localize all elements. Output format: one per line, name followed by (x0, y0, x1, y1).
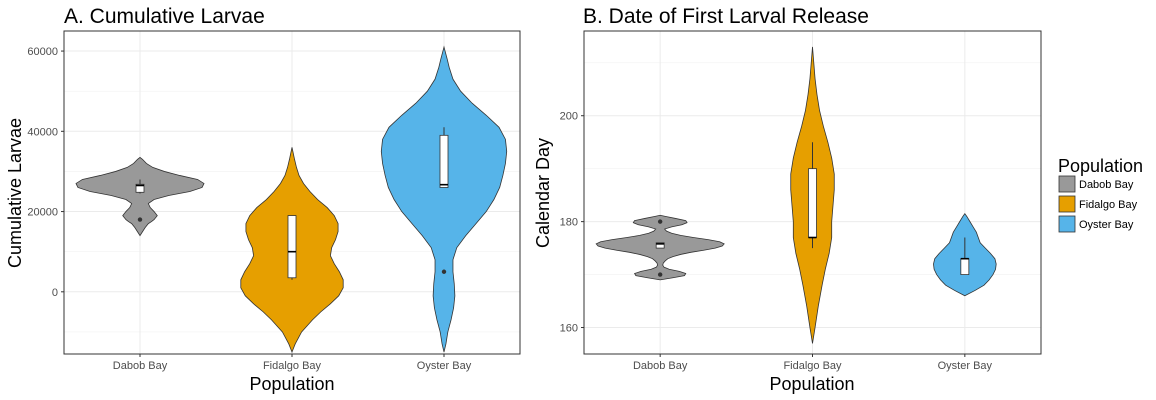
legend-key-fidalgo-bay (1058, 195, 1076, 213)
legend-label: Dabob Bay (1079, 179, 1134, 191)
box-oyster-bay (960, 258, 970, 275)
legend-title: Population (1058, 156, 1143, 176)
x-tick-label: Dabob Bay (633, 360, 688, 372)
y-tick-label: 40000 (27, 126, 58, 138)
y-tick-label: 20000 (27, 207, 58, 219)
y-tick-label: 200 (560, 111, 578, 123)
y-axis-title: Calendar Day (533, 138, 553, 248)
box-fidalgo-bay (808, 168, 817, 238)
x-tick-label: Oyster Bay (938, 360, 993, 372)
outlier-point (137, 217, 143, 222)
panel-first-release: B. Date of First Larval Release Calendar… (533, 5, 1042, 394)
legend: Population Dabob Bay Fidalgo Bay Oyster Ba… (1058, 156, 1143, 233)
y-axis-title: Cumulative Larvae (5, 118, 25, 268)
panel-border (583, 30, 1042, 355)
chart-title: B. Date of First Larval Release (583, 5, 869, 28)
outlier-point (441, 269, 447, 274)
x-tick-label: Oyster Bay (417, 360, 472, 372)
violin-dabob-bay (75, 156, 205, 237)
violin-oyster-bay (380, 45, 508, 353)
x-tick-label: Dabob Bay (113, 360, 168, 372)
box-dabob-bay (655, 242, 665, 249)
x-axis-title: Population (769, 374, 854, 394)
box-dabob-bay (135, 183, 145, 193)
x-tick-label: Fidalgo Bay (263, 360, 322, 372)
plot-area: 0 20000 40000 60000 Dabob Bay Fidalgo Bay Oyst… (27, 30, 521, 372)
outlier-point (657, 272, 663, 277)
legend-label: Oyster Bay (1079, 219, 1134, 231)
x-axis-title: Population (249, 374, 334, 394)
y-tick-label: 0 (52, 287, 58, 299)
legend-key-dabob-bay (1058, 175, 1076, 193)
y-tick-label: 180 (560, 217, 578, 229)
x-tick-label: Fidalgo Bay (783, 360, 842, 372)
plot-area: 160 180 200 Dabob Bay Fidalgo Bay Oyster Bay (560, 30, 1042, 372)
box-fidalgo-bay (287, 215, 297, 279)
y-tick-label: 60000 (27, 46, 58, 58)
panel-cumulative-larvae: A. Cumulative Larvae Cumulative Larvae P… (5, 5, 521, 394)
legend-label: Fidalgo Bay (1079, 199, 1138, 211)
outlier-point (657, 219, 663, 224)
chart-title: A. Cumulative Larvae (64, 5, 265, 28)
panel-border (63, 30, 521, 355)
y-tick-label: 160 (560, 323, 578, 335)
legend-items: Dabob Bay Fidalgo Bay Oyster Bay (1058, 175, 1138, 233)
box-oyster-bay (439, 134, 449, 188)
legend-key-oyster-bay (1058, 215, 1076, 233)
